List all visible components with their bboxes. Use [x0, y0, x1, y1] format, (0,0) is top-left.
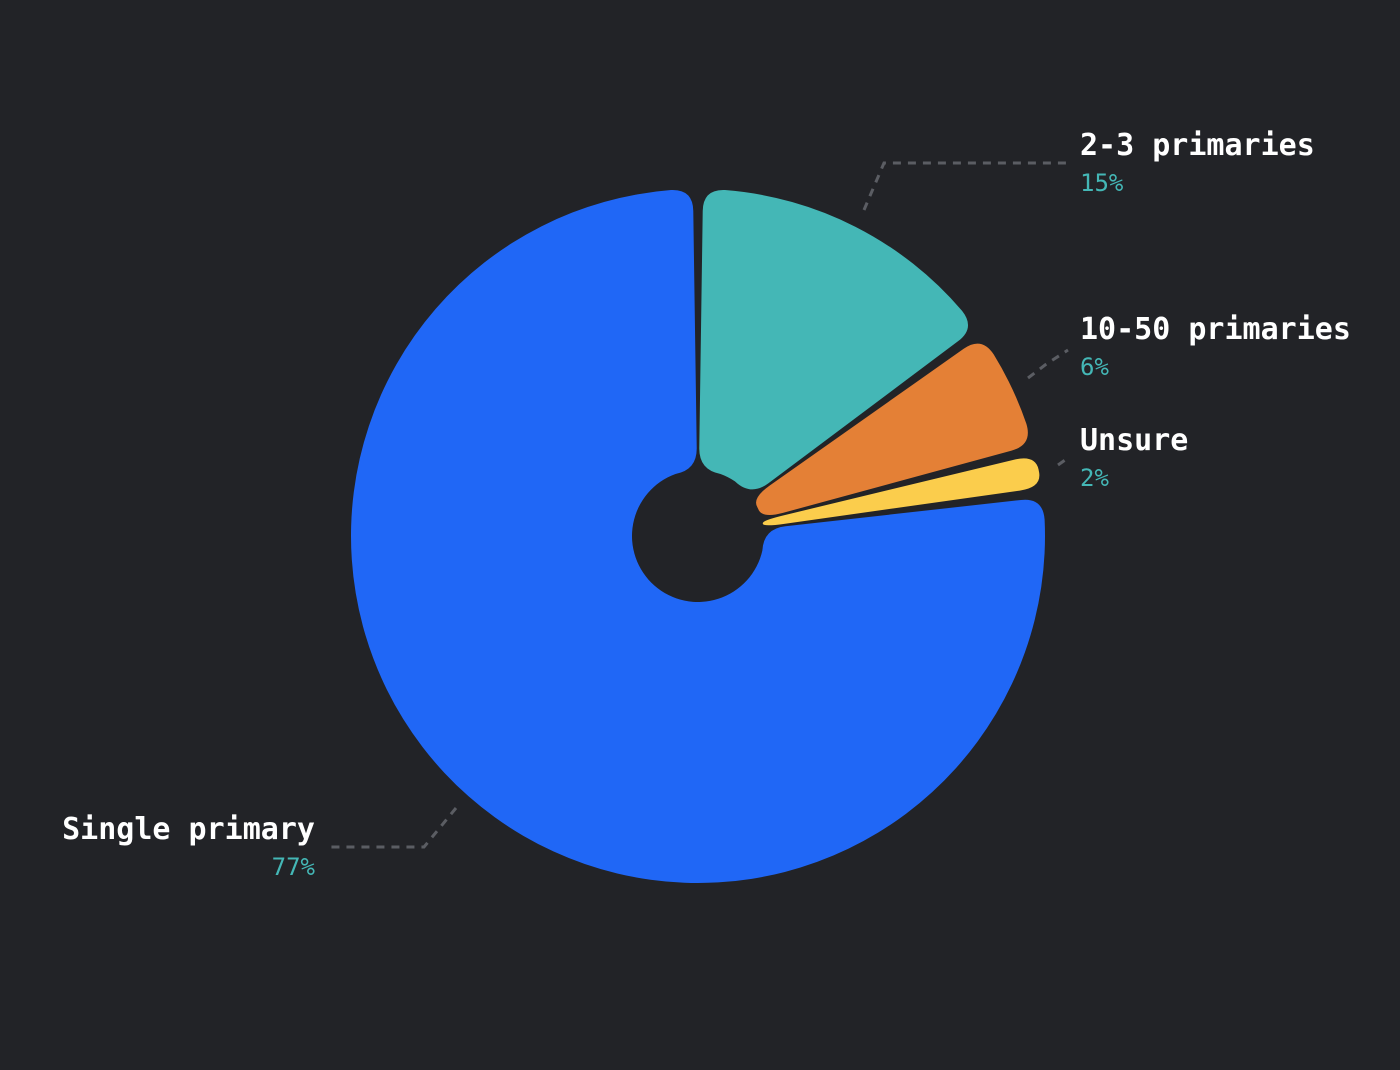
slice-label-two-three: 2-3 primaries	[1080, 128, 1315, 163]
slice-percent-ten-fifty: 6%	[1080, 353, 1109, 381]
leader-line-two-three	[862, 161, 1072, 211]
slice-ten-fifty	[756, 343, 1028, 516]
leader-line-single	[325, 807, 458, 849]
slice-percent-two-three: 15%	[1080, 169, 1124, 197]
leader-line-unsure	[1057, 456, 1069, 467]
slice-two-three	[699, 190, 969, 490]
slice-labels: 2-3 primaries 15% 10-50 primaries 6% Unsure 2…	[62, 128, 1351, 881]
slice-label-single: Single primary	[62, 812, 315, 847]
slice-unsure	[762, 458, 1040, 526]
slice-percent-unsure: 2%	[1080, 464, 1109, 492]
slice-percent-single: 77%	[272, 853, 316, 881]
slice-single	[351, 190, 1046, 884]
leader-lines	[325, 161, 1072, 849]
slice-label-unsure: Unsure	[1080, 423, 1188, 458]
chart-slices	[351, 190, 1046, 884]
leader-line-ten-fifty	[1027, 348, 1069, 380]
slice-label-ten-fifty: 10-50 primaries	[1080, 312, 1351, 347]
